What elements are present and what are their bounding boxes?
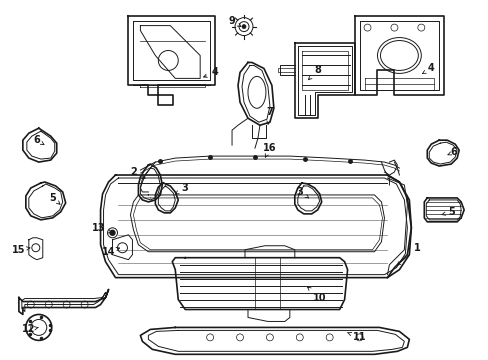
Text: 10: 10 [307,287,326,302]
Text: 4: 4 [422,63,434,73]
Circle shape [110,230,115,235]
Text: 5: 5 [49,193,60,204]
Text: 5: 5 [441,207,454,217]
Text: 8: 8 [308,66,321,80]
Text: 12: 12 [22,324,39,334]
Text: 6: 6 [447,147,457,157]
Text: 2: 2 [130,167,145,178]
Text: 13: 13 [92,223,111,233]
Text: 1: 1 [396,243,420,265]
Text: 3: 3 [296,187,308,198]
Text: 11: 11 [346,332,366,342]
Text: 15: 15 [12,245,30,255]
Text: 4: 4 [203,67,218,77]
Circle shape [242,24,245,28]
Text: 16: 16 [263,143,276,157]
Text: 3: 3 [175,183,188,194]
Text: 9: 9 [228,15,241,27]
Text: 6: 6 [33,135,44,145]
Text: 14: 14 [102,247,120,257]
Text: 7: 7 [266,107,273,124]
